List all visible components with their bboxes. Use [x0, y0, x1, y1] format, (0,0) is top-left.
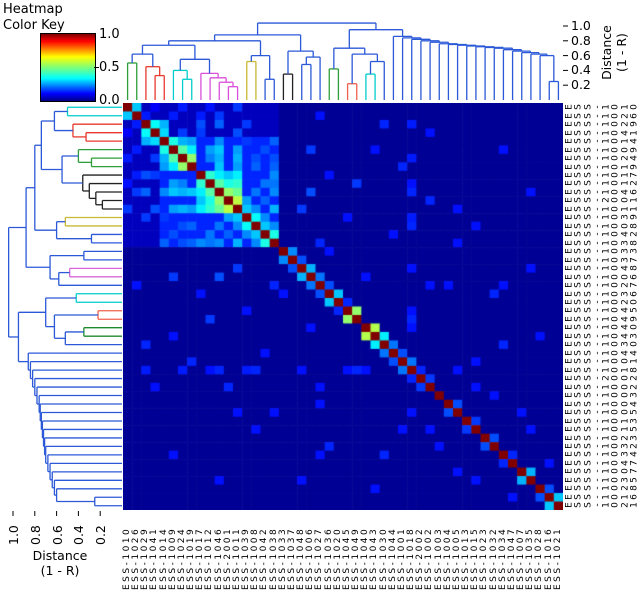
color-key-mid-tick-mark: [94, 67, 99, 68]
color-key-tick-min: 0.0: [99, 93, 120, 108]
col-dendrogram-tick-label: 0.4: [571, 62, 591, 78]
col-axis-label-line2: (1 - R): [614, 33, 629, 72]
col-label: ESS-1021: [552, 526, 563, 590]
color-key-tick-max: 1.0: [99, 27, 120, 42]
row-dendrogram-axis-label: Distance (1 - R): [10, 548, 110, 578]
row-dendrogram-tick-label: 0.6: [49, 525, 65, 545]
col-dendrogram-tick-label: 1.0: [571, 18, 591, 33]
col-axis-label-line1: Distance: [599, 25, 614, 80]
row-axis-label-line2: (1 - R): [40, 563, 80, 578]
row-dendrogram-tick-label: 0.8: [27, 525, 43, 545]
col-dendrogram-tick-label: 0.2: [571, 77, 591, 93]
color-key-title: Heatmap Color Key: [3, 2, 65, 34]
col-dendrogram-tick-label: 0.8: [571, 32, 591, 48]
color-key-title-line2: Color Key: [3, 18, 65, 33]
row-dendrogram-tick-label: 1.0: [6, 525, 21, 545]
col-dendrogram-tick-label: 0.6: [571, 47, 591, 63]
row-dendrogram-tick-label: 0.4: [71, 525, 87, 545]
color-key-gradient: [40, 33, 96, 102]
color-key-title-line1: Heatmap: [3, 2, 63, 17]
heatmap-matrix: [123, 103, 563, 510]
row-axis-label-line1: Distance: [32, 548, 88, 563]
col-dendrogram-axis-label: Distance (1 - R): [599, 5, 629, 100]
color-key-tick-mid: 0.5: [99, 60, 120, 75]
row-dendrogram-tick-label: 0.2: [93, 525, 109, 545]
